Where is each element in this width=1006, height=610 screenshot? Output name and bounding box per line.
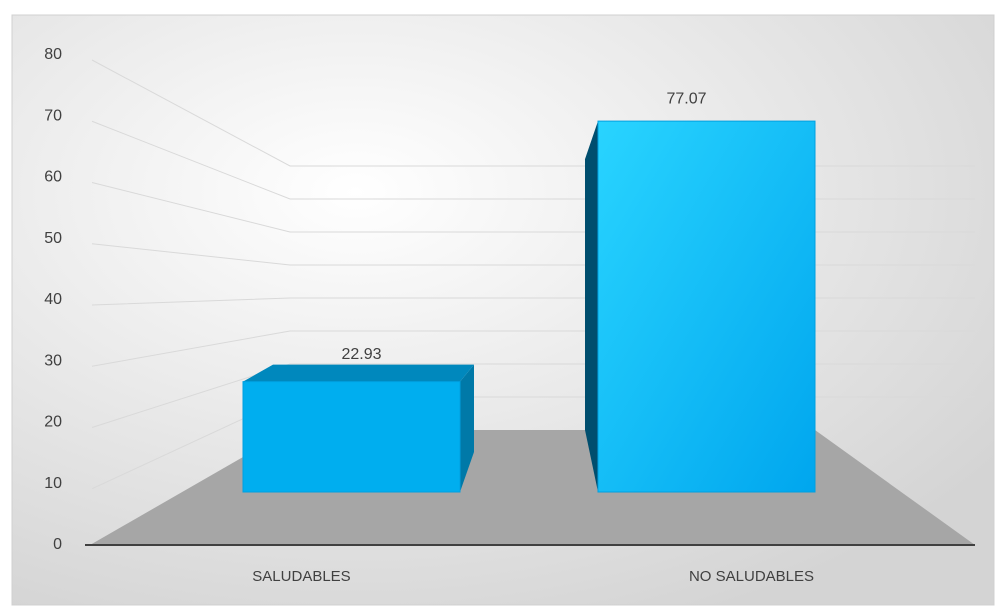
y-tick-label: 50 [44, 230, 62, 247]
y-tick-label: 70 [44, 107, 62, 124]
bar-top [243, 364, 474, 382]
y-tick-label: 0 [53, 536, 62, 553]
x-tick-label: SALUDABLES [252, 568, 350, 585]
bar [597, 120, 816, 493]
x-tick-label: NO SALUDABLES [689, 568, 814, 585]
bar-side [585, 121, 598, 493]
y-tick-label: 10 [44, 475, 62, 492]
bar-side [460, 364, 474, 492]
data-label: 22.93 [341, 346, 381, 363]
y-tick-label: 30 [44, 352, 62, 369]
data-label: 77.07 [666, 90, 706, 107]
y-tick-label: 80 [44, 46, 62, 63]
y-tick-label: 40 [44, 291, 62, 308]
bar [242, 381, 461, 493]
y-tick-label: 60 [44, 169, 62, 186]
y-tick-label: 20 [44, 414, 62, 431]
